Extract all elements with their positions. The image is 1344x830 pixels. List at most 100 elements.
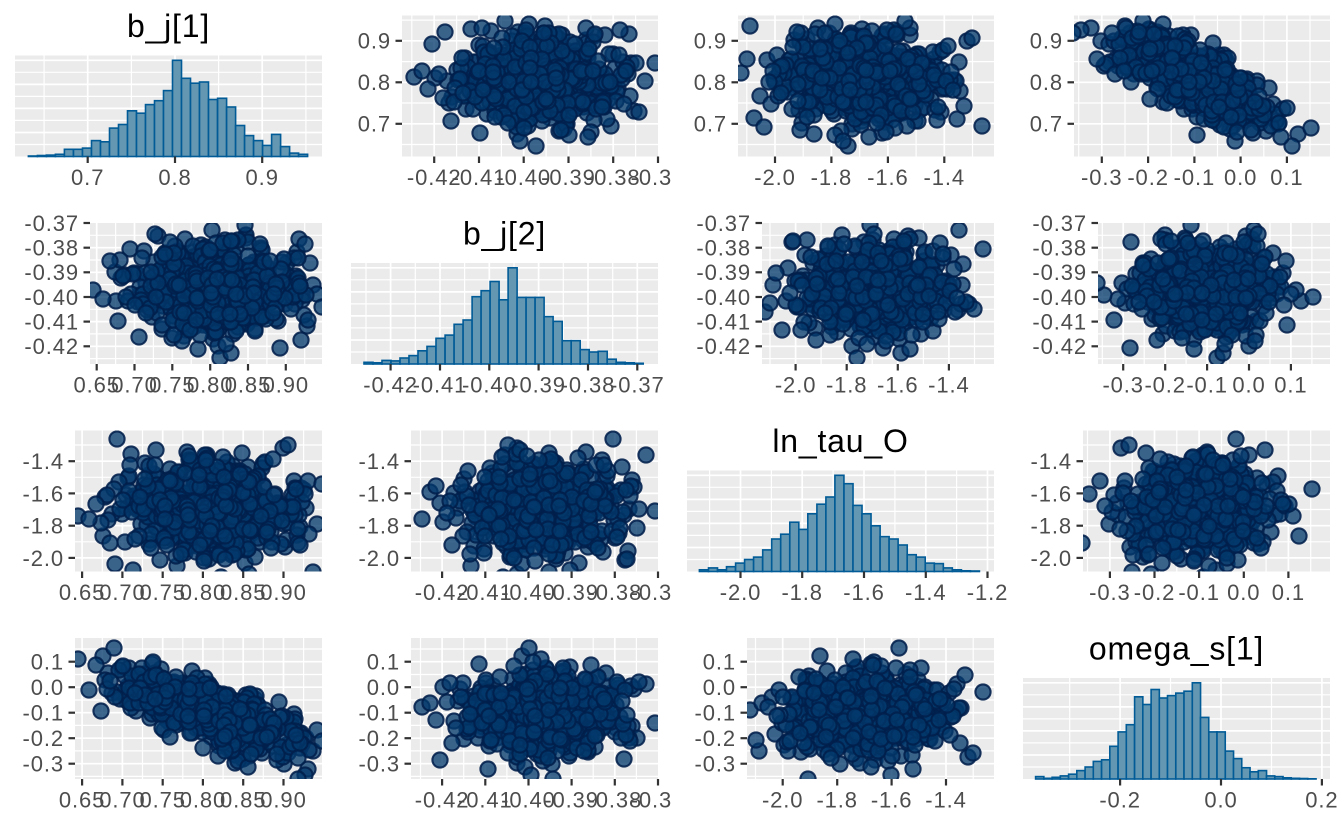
svg-text:-0.42: -0.42 — [1032, 334, 1087, 359]
svg-text:-2.0: -2.0 — [22, 546, 64, 571]
svg-text:-0.37: -0.37 — [610, 373, 665, 398]
svg-text:0.70: 0.70 — [99, 580, 145, 605]
svg-text:-0.3: -0.3 — [1081, 165, 1123, 190]
svg-text:0.7: 0.7 — [358, 112, 391, 137]
svg-text:0.1: 0.1 — [31, 650, 64, 675]
svg-text:0.80: 0.80 — [180, 580, 226, 605]
svg-text:-1.6: -1.6 — [843, 580, 885, 605]
svg-text:omega_s[1]: omega_s[1] — [1089, 631, 1264, 667]
svg-text:-0.38: -0.38 — [561, 373, 616, 398]
svg-text:0.0: 0.0 — [1204, 788, 1237, 813]
svg-text:-0.38: -0.38 — [587, 580, 642, 605]
svg-text:0.80: 0.80 — [180, 788, 226, 813]
svg-text:0.65: 0.65 — [59, 580, 105, 605]
svg-text:-0.40: -0.40 — [696, 285, 751, 310]
svg-text:-0.37: -0.37 — [1032, 211, 1087, 236]
svg-text:0.8: 0.8 — [694, 70, 727, 95]
svg-text:-2.0: -2.0 — [762, 788, 804, 813]
svg-text:-0.41: -0.41 — [696, 310, 751, 335]
svg-text:0.0: 0.0 — [1232, 373, 1265, 398]
svg-text:-0.38: -0.38 — [586, 165, 641, 190]
svg-text:-0.37: -0.37 — [696, 211, 751, 236]
svg-text:-0.40: -0.40 — [24, 285, 79, 310]
svg-text:-0.3: -0.3 — [1089, 580, 1131, 605]
svg-text:-1.4: -1.4 — [358, 449, 400, 474]
svg-text:-0.1: -0.1 — [1186, 373, 1228, 398]
svg-text:0.7: 0.7 — [1030, 112, 1063, 137]
svg-text:0.1: 0.1 — [1272, 580, 1305, 605]
svg-text:-0.40: -0.40 — [462, 373, 517, 398]
svg-text:-1.8: -1.8 — [1030, 514, 1072, 539]
svg-text:-0.39: -0.39 — [696, 260, 751, 285]
svg-text:b_j[1]: b_j[1] — [127, 8, 210, 44]
svg-text:0.8: 0.8 — [158, 165, 191, 190]
svg-text:0.90: 0.90 — [260, 580, 306, 605]
svg-text:-0.37: -0.37 — [631, 165, 686, 190]
svg-text:0.90: 0.90 — [263, 373, 309, 398]
svg-text:-1.6: -1.6 — [871, 788, 913, 813]
svg-text:0.1: 0.1 — [367, 650, 400, 675]
svg-text:-0.37: -0.37 — [631, 788, 686, 813]
svg-text:-0.40: -0.40 — [501, 580, 556, 605]
svg-text:-1.8: -1.8 — [816, 788, 858, 813]
svg-text:0.0: 0.0 — [1224, 165, 1257, 190]
svg-text:-1.8: -1.8 — [781, 580, 823, 605]
svg-text:-0.40: -0.40 — [501, 788, 556, 813]
svg-text:0.9: 0.9 — [694, 29, 727, 54]
svg-text:-1.4: -1.4 — [22, 449, 64, 474]
svg-text:-0.40: -0.40 — [1032, 285, 1087, 310]
svg-text:-0.42: -0.42 — [24, 334, 79, 359]
svg-text:-0.41: -0.41 — [413, 373, 468, 398]
svg-text:0.7: 0.7 — [71, 165, 104, 190]
svg-text:-2.0: -2.0 — [358, 546, 400, 571]
svg-text:-0.2: -0.2 — [1134, 580, 1176, 605]
svg-text:-0.41: -0.41 — [458, 580, 513, 605]
svg-text:0.90: 0.90 — [260, 788, 306, 813]
svg-text:-0.38: -0.38 — [1032, 236, 1087, 261]
svg-text:-0.1: -0.1 — [694, 701, 736, 726]
svg-text:-1.6: -1.6 — [877, 373, 919, 398]
svg-text:-0.3: -0.3 — [694, 752, 736, 777]
svg-text:-1.4: -1.4 — [925, 788, 967, 813]
svg-text:-0.42: -0.42 — [407, 165, 462, 190]
svg-text:-1.8: -1.8 — [358, 514, 400, 539]
svg-text:0.80: 0.80 — [187, 373, 233, 398]
svg-text:-0.3: -0.3 — [1102, 373, 1144, 398]
svg-text:0.1: 0.1 — [1274, 373, 1307, 398]
svg-text:-0.38: -0.38 — [24, 236, 79, 261]
svg-text:-0.39: -0.39 — [544, 788, 599, 813]
svg-text:0.8: 0.8 — [1030, 70, 1063, 95]
svg-text:0.1: 0.1 — [703, 650, 736, 675]
svg-text:0.85: 0.85 — [225, 373, 271, 398]
svg-text:-0.1: -0.1 — [1174, 165, 1216, 190]
svg-text:-0.39: -0.39 — [24, 260, 79, 285]
svg-text:0.2: 0.2 — [1305, 788, 1338, 813]
svg-text:-1.4: -1.4 — [905, 580, 947, 605]
svg-text:-1.4: -1.4 — [1030, 449, 1072, 474]
svg-text:0.9: 0.9 — [1030, 29, 1063, 54]
svg-text:-0.41: -0.41 — [452, 165, 507, 190]
svg-text:0.75: 0.75 — [139, 788, 185, 813]
svg-text:-0.39: -0.39 — [1032, 260, 1087, 285]
svg-text:-1.8: -1.8 — [22, 514, 64, 539]
svg-text:-1.6: -1.6 — [358, 481, 400, 506]
svg-text:-1.6: -1.6 — [867, 165, 909, 190]
svg-text:0.1: 0.1 — [1270, 165, 1303, 190]
svg-text:-0.3: -0.3 — [22, 752, 64, 777]
svg-text:-0.42: -0.42 — [696, 334, 751, 359]
svg-text:0.85: 0.85 — [220, 788, 266, 813]
svg-text:-1.8: -1.8 — [811, 165, 853, 190]
svg-text:0.70: 0.70 — [111, 373, 157, 398]
svg-text:-2.0: -2.0 — [754, 165, 796, 190]
svg-text:0.7: 0.7 — [694, 112, 727, 137]
svg-text:-0.39: -0.39 — [544, 580, 599, 605]
svg-text:0.0: 0.0 — [703, 675, 736, 700]
svg-text:-0.41: -0.41 — [24, 310, 79, 335]
svg-text:-0.38: -0.38 — [587, 788, 642, 813]
svg-text:0.0: 0.0 — [1227, 580, 1260, 605]
svg-text:0.9: 0.9 — [358, 29, 391, 54]
svg-text:-1.4: -1.4 — [924, 165, 966, 190]
svg-text:-0.2: -0.2 — [1099, 788, 1141, 813]
svg-text:-2.0: -2.0 — [775, 373, 817, 398]
svg-text:-0.2: -0.2 — [22, 726, 64, 751]
